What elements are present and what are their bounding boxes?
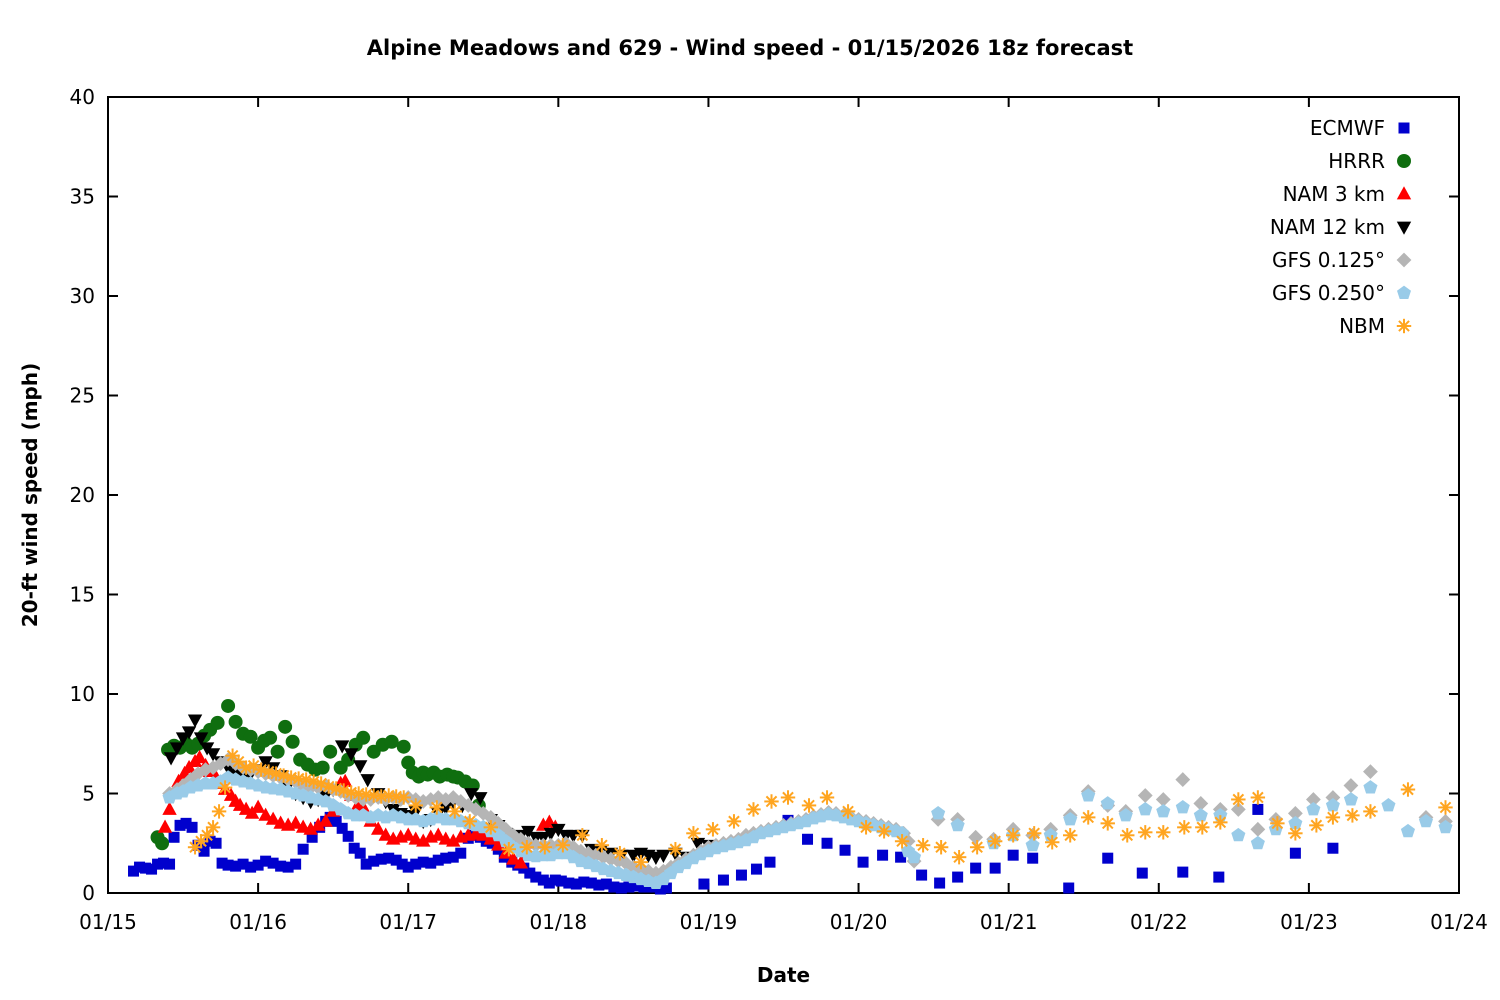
legend-label: GFS 0.125° [1272, 248, 1385, 272]
x-tick-label: 01/24 [1430, 910, 1488, 934]
legend-item-nam-3-km: NAM 3 km [1283, 182, 1412, 206]
legend-item-gfs-0-250: GFS 0.250° [1272, 281, 1411, 305]
x-tick-label: 01/19 [680, 910, 738, 934]
legend-item-hrrr: HRRR [1328, 149, 1411, 173]
legend-marker-nbm-icon [1396, 318, 1412, 334]
legend-item-gfs-0-125: GFS 0.125° [1272, 248, 1412, 272]
y-tick-label: 20 [70, 483, 95, 507]
chart-title: Alpine Meadows and 629 - Wind speed - 01… [366, 36, 1134, 60]
y-tick-label: 15 [70, 583, 95, 607]
legend-marker-gfs-0-250-icon [1397, 285, 1411, 299]
x-tick-label: 01/23 [1280, 910, 1338, 934]
x-axis-label: Date [756, 963, 811, 987]
legend-marker-nam-12-km-icon [1396, 221, 1412, 235]
x-tick-label: 01/18 [530, 910, 588, 934]
y-tick-label: 10 [70, 682, 95, 706]
y-tick-label: 40 [70, 85, 95, 109]
x-tick-label: 01/17 [379, 910, 437, 934]
y-tick-label: 35 [70, 185, 95, 209]
legend-item-ecmwf: ECMWF [1310, 116, 1410, 140]
legend-label: HRRR [1328, 149, 1385, 173]
legend-marker-ecmwf-icon [1398, 122, 1410, 134]
y-tick-label: 30 [70, 284, 95, 308]
legend-item-nbm: NBM [1339, 314, 1412, 338]
axes: 01/15 01/16 01/17 01/18 01/19 01/20 01/21 01/22… [70, 85, 1488, 934]
x-tick-label: 01/15 [79, 910, 137, 934]
legend: ECMWF HRRR NAM 3 km NAM 12 km GFS 0.125° GFS … [1270, 116, 1412, 338]
x-tick-label: 01/22 [1130, 910, 1188, 934]
x-tick-label: 01/20 [830, 910, 888, 934]
legend-label: ECMWF [1310, 116, 1385, 140]
y-tick-label: 5 [82, 782, 95, 806]
legend-marker-hrrr-icon [1397, 154, 1411, 168]
legend-marker-nam-3-km-icon [1396, 186, 1412, 200]
y-tick-label: 25 [70, 384, 95, 408]
legend-label: NBM [1339, 314, 1385, 338]
legend-label: GFS 0.250° [1272, 281, 1385, 305]
x-tick-label: 01/16 [229, 910, 287, 934]
y-tick-label: 0 [82, 881, 95, 905]
legend-marker-gfs-0-125-icon [1396, 252, 1412, 268]
legend-label: NAM 3 km [1283, 182, 1385, 206]
legend-label: NAM 12 km [1270, 215, 1385, 239]
series-nbm-points [187, 748, 1453, 870]
legend-item-nam-12-km: NAM 12 km [1270, 215, 1412, 239]
x-tick-label: 01/21 [980, 910, 1038, 934]
